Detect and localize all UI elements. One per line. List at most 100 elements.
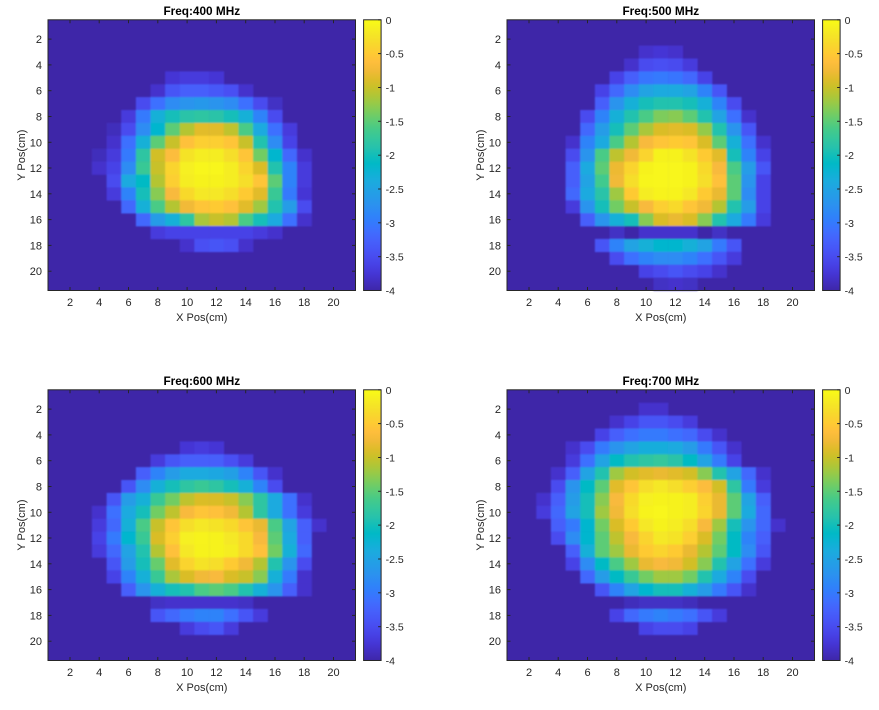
svg-text:2: 2 — [495, 34, 501, 46]
svg-text:-3.5: -3.5 — [386, 622, 404, 634]
svg-text:-1: -1 — [386, 83, 395, 95]
svg-text:-0.5: -0.5 — [845, 49, 863, 61]
svg-text:12: 12 — [210, 297, 222, 309]
svg-text:18: 18 — [489, 610, 501, 622]
svg-text:-2: -2 — [845, 150, 854, 162]
svg-text:X Pos(cm): X Pos(cm) — [176, 682, 227, 694]
svg-text:10: 10 — [181, 297, 193, 309]
svg-text:6: 6 — [495, 86, 501, 98]
svg-text:2: 2 — [36, 404, 42, 416]
svg-text:18: 18 — [30, 240, 42, 252]
svg-text:-1.5: -1.5 — [386, 486, 404, 498]
svg-text:-4: -4 — [845, 656, 854, 668]
svg-text:-1.5: -1.5 — [845, 116, 863, 128]
svg-text:0: 0 — [386, 15, 392, 27]
svg-text:-1.5: -1.5 — [386, 116, 404, 128]
svg-text:-1: -1 — [845, 83, 854, 95]
svg-text:14: 14 — [489, 189, 501, 201]
svg-text:-0.5: -0.5 — [386, 49, 404, 61]
svg-text:2: 2 — [526, 667, 532, 679]
svg-text:12: 12 — [489, 163, 501, 175]
svg-text:12: 12 — [30, 533, 42, 545]
svg-text:20: 20 — [30, 266, 42, 278]
svg-text:-4: -4 — [386, 656, 395, 668]
svg-text:4: 4 — [555, 667, 561, 679]
svg-text:6: 6 — [36, 86, 42, 98]
svg-text:14: 14 — [30, 189, 42, 201]
svg-text:-2: -2 — [845, 520, 854, 532]
svg-text:20: 20 — [327, 297, 339, 309]
svg-text:20: 20 — [327, 667, 339, 679]
svg-text:2: 2 — [526, 297, 532, 309]
svg-text:-1: -1 — [845, 453, 854, 465]
svg-text:0: 0 — [845, 15, 851, 27]
svg-text:18: 18 — [489, 240, 501, 252]
svg-text:14: 14 — [699, 297, 711, 309]
svg-text:2: 2 — [495, 404, 501, 416]
svg-text:-2: -2 — [386, 520, 395, 532]
svg-text:10: 10 — [640, 297, 652, 309]
svg-text:20: 20 — [786, 667, 798, 679]
svg-text:14: 14 — [30, 559, 42, 571]
svg-text:Freq:400 MHz: Freq:400 MHz — [163, 4, 240, 18]
svg-text:-2: -2 — [386, 150, 395, 162]
svg-text:4: 4 — [495, 430, 501, 442]
svg-text:18: 18 — [30, 610, 42, 622]
svg-text:-4: -4 — [845, 286, 854, 298]
svg-text:8: 8 — [614, 667, 620, 679]
svg-text:-0.5: -0.5 — [386, 419, 404, 431]
svg-text:10: 10 — [489, 137, 501, 149]
svg-text:0: 0 — [845, 385, 851, 397]
svg-text:Y Pos(cm): Y Pos(cm) — [16, 500, 28, 551]
svg-text:20: 20 — [489, 266, 501, 278]
svg-text:4: 4 — [555, 297, 561, 309]
svg-text:14: 14 — [699, 667, 711, 679]
svg-text:16: 16 — [728, 667, 740, 679]
svg-text:Y Pos(cm): Y Pos(cm) — [475, 500, 487, 551]
svg-text:10: 10 — [640, 667, 652, 679]
svg-text:16: 16 — [489, 585, 501, 597]
svg-text:-1: -1 — [386, 453, 395, 465]
svg-text:Freq:500 MHz: Freq:500 MHz — [622, 4, 699, 18]
svg-text:-3: -3 — [386, 588, 395, 600]
svg-text:16: 16 — [269, 667, 281, 679]
svg-text:-2.5: -2.5 — [386, 554, 404, 566]
svg-text:0: 0 — [386, 385, 392, 397]
svg-text:18: 18 — [757, 297, 769, 309]
svg-text:Freq:700 MHz: Freq:700 MHz — [622, 374, 699, 388]
svg-text:-3.5: -3.5 — [845, 252, 863, 264]
svg-text:Y Pos(cm): Y Pos(cm) — [475, 130, 487, 181]
svg-text:-1.5: -1.5 — [845, 486, 863, 498]
svg-text:14: 14 — [240, 667, 252, 679]
svg-text:2: 2 — [36, 34, 42, 46]
svg-text:18: 18 — [298, 297, 310, 309]
svg-text:4: 4 — [36, 430, 42, 442]
svg-text:16: 16 — [728, 297, 740, 309]
svg-text:12: 12 — [210, 667, 222, 679]
svg-text:10: 10 — [30, 507, 42, 519]
svg-text:6: 6 — [584, 297, 590, 309]
svg-text:8: 8 — [495, 482, 501, 494]
svg-text:8: 8 — [155, 297, 161, 309]
svg-text:-2.5: -2.5 — [386, 184, 404, 196]
svg-text:-3.5: -3.5 — [386, 252, 404, 264]
svg-text:Freq:600 MHz: Freq:600 MHz — [163, 374, 240, 388]
svg-text:-2.5: -2.5 — [845, 554, 863, 566]
svg-text:12: 12 — [489, 533, 501, 545]
svg-text:2: 2 — [67, 297, 73, 309]
svg-text:4: 4 — [96, 297, 102, 309]
svg-text:-3.5: -3.5 — [845, 622, 863, 634]
svg-text:-3: -3 — [845, 588, 854, 600]
svg-text:X Pos(cm): X Pos(cm) — [635, 312, 686, 324]
svg-text:4: 4 — [495, 60, 501, 72]
svg-text:-4: -4 — [386, 286, 395, 298]
svg-text:8: 8 — [36, 482, 42, 494]
svg-text:12: 12 — [669, 667, 681, 679]
svg-text:10: 10 — [181, 667, 193, 679]
svg-text:20: 20 — [30, 636, 42, 648]
svg-text:20: 20 — [786, 297, 798, 309]
svg-text:6: 6 — [125, 667, 131, 679]
svg-text:X Pos(cm): X Pos(cm) — [176, 312, 227, 324]
svg-text:10: 10 — [30, 137, 42, 149]
svg-text:-0.5: -0.5 — [845, 419, 863, 431]
